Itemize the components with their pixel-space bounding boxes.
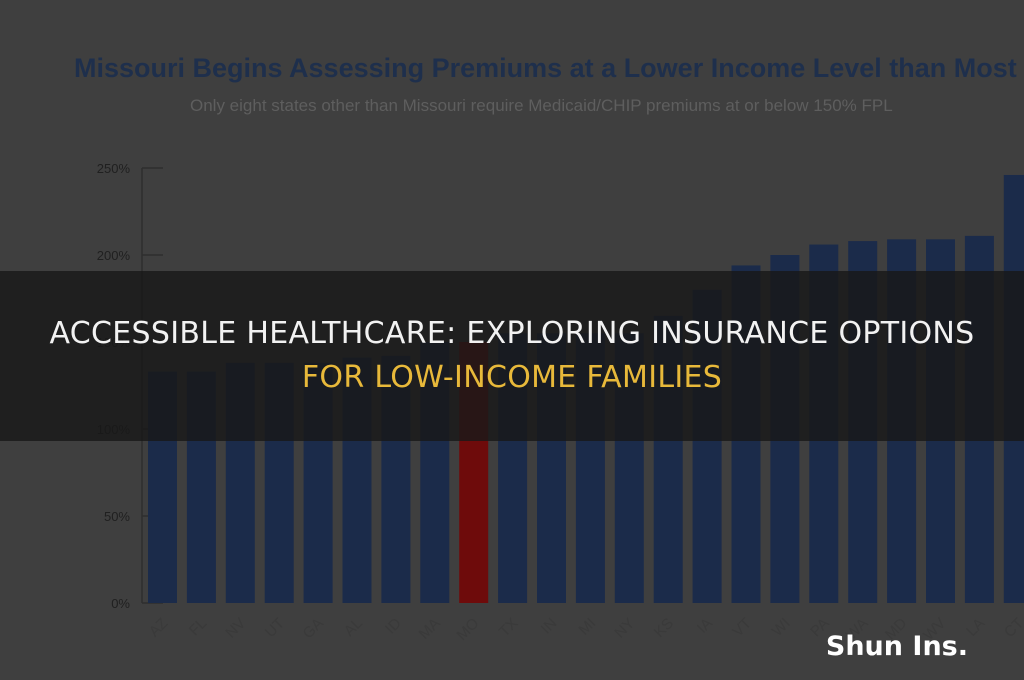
y-tick-label: 50% (104, 509, 130, 524)
site-watermark: Shun Ins. (825, 631, 968, 662)
headline-line-1: ACCESSIBLE HEALTHCARE: EXPLORING INSURAN… (49, 316, 975, 351)
chart-title: Missouri Begins Assessing Premiums at a … (74, 53, 1024, 83)
headline-line-2: FOR LOW-INCOME FAMILIES (301, 360, 723, 395)
y-tick-label: 0% (111, 596, 130, 611)
chart-subtitle: Only eight states other than Missouri re… (190, 96, 893, 115)
y-tick-label: 250% (97, 161, 131, 176)
headline-banner: ACCESSIBLE HEALTHCARE: EXPLORING INSURAN… (0, 271, 1024, 441)
y-tick-label: 200% (97, 248, 131, 263)
